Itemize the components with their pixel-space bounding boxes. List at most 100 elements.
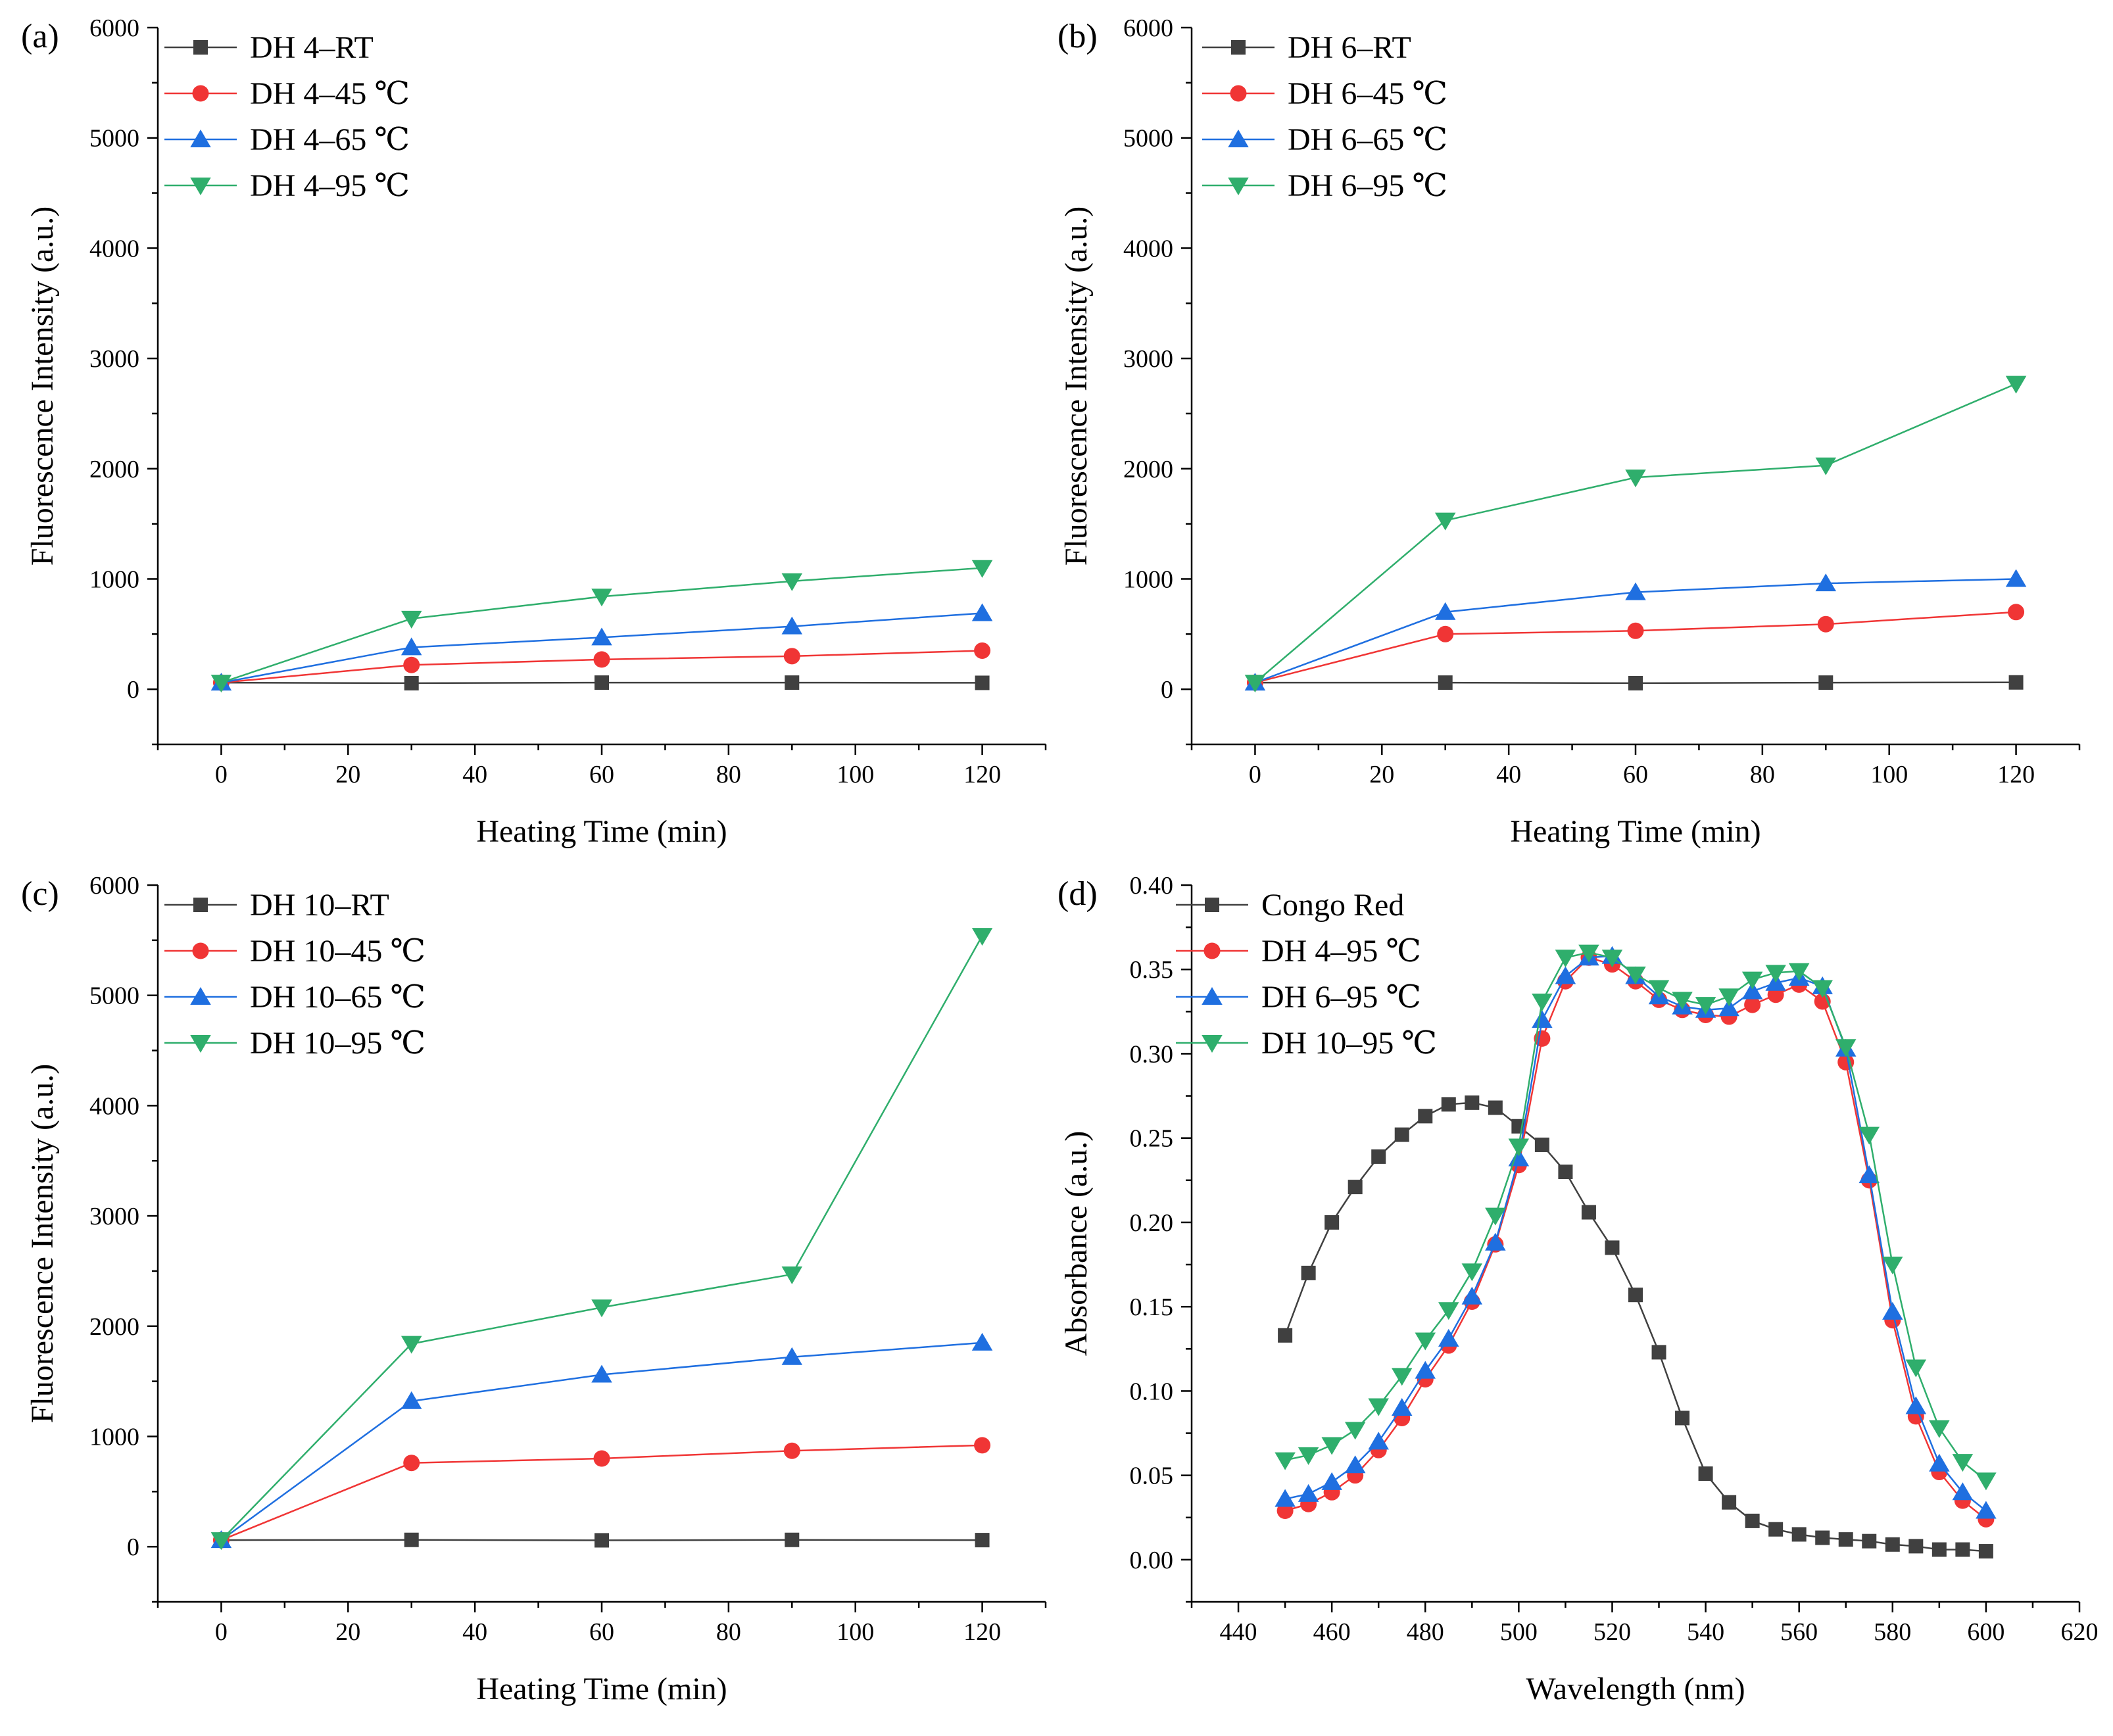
series-4 [210, 560, 993, 693]
y-tick-label: 3000 [1123, 345, 1173, 373]
data-point [1815, 573, 1837, 592]
data-point [1301, 1265, 1316, 1280]
legend-marker [1228, 130, 1249, 147]
data-point [1672, 992, 1693, 1010]
legend: DH 4–RT DH 4–45 ℃ DH 4–65 ℃ DH 4–95 ℃ [164, 30, 410, 203]
data-point [1952, 1482, 1974, 1501]
data-point [1628, 675, 1643, 690]
y-tick-label: 3000 [89, 1203, 139, 1230]
data-point [401, 637, 422, 656]
series-layer [1244, 375, 2027, 693]
data-point [1578, 944, 1599, 963]
y-tick-label: 0.00 [1130, 1547, 1174, 1574]
data-point [974, 642, 991, 659]
y-tick-label: 0 [127, 676, 139, 704]
data-point [591, 627, 612, 646]
data-point [1438, 675, 1453, 690]
data-point [1391, 1368, 1413, 1386]
legend-entry-3: DH 10–65 ℃ [250, 980, 425, 1015]
data-point [1741, 971, 1763, 990]
data-point [1371, 1149, 1386, 1164]
data-point [403, 656, 420, 673]
data-point [1488, 1100, 1503, 1115]
data-point [1955, 1542, 1970, 1557]
data-point [1651, 1345, 1666, 1360]
data-point [971, 928, 993, 946]
legend-marker [1228, 178, 1249, 195]
series-1 [1278, 1095, 1993, 1559]
x-tick-label: 100 [837, 761, 874, 788]
data-point [1278, 1328, 1293, 1343]
legend-entry-4: DH 6–95 ℃ [1288, 168, 1447, 203]
data-point [1344, 1455, 1366, 1474]
legend-entry-4: DH 4–95 ℃ [250, 168, 410, 203]
x-tick-label: 40 [1496, 761, 1521, 788]
data-point [1532, 993, 1553, 1011]
data-point [1858, 1165, 1880, 1184]
data-point [1718, 998, 1739, 1017]
data-point [1321, 1472, 1342, 1490]
data-point [1741, 981, 1763, 1000]
data-point [1695, 997, 1716, 1015]
data-point [1441, 1097, 1456, 1112]
y-axis-label: Fluorescence Intensity (a.u.) [25, 206, 60, 566]
data-point [1815, 457, 1837, 475]
y-tick-label: 0.05 [1130, 1462, 1174, 1490]
x-axis-label: Heating Time (min) [476, 1672, 727, 1706]
x-tick-label: 20 [335, 761, 360, 788]
data-point [1485, 1232, 1506, 1251]
panel-label: (b) [1057, 18, 1098, 55]
data-point [1929, 1420, 1950, 1438]
data-point [1791, 1527, 1807, 1542]
data-point [1348, 1180, 1363, 1195]
data-point [1929, 1453, 1950, 1472]
x-tick-label: 560 [1780, 1618, 1818, 1646]
data-point [1698, 1466, 1713, 1482]
data-point [1434, 512, 1456, 531]
data-point [1815, 1530, 1830, 1545]
x-tick-label: 80 [1750, 761, 1775, 788]
data-point [1858, 1126, 1880, 1145]
x-tick-label: 40 [462, 761, 487, 788]
data-point [403, 1455, 420, 1472]
x-tick-label: 460 [1313, 1618, 1351, 1646]
data-point [1394, 1127, 1409, 1142]
y-tick-label: 0 [127, 1533, 139, 1561]
legend-entry-4: DH 10–95 ℃ [1261, 1026, 1437, 1061]
data-point [591, 1299, 612, 1318]
y-tick-label: 6000 [89, 872, 139, 900]
data-point [781, 573, 803, 591]
panel-d: 440 460 480 500 520 540 560 580 600 620 0.00 0.05 0.… [1057, 872, 2099, 1706]
x-axis-label: Heating Time (min) [476, 814, 727, 849]
data-point [971, 603, 993, 621]
data-point [1905, 1359, 1927, 1378]
y-tick-label: 1000 [1123, 566, 1173, 593]
series-layer [1275, 944, 1997, 1559]
data-point [1465, 1095, 1480, 1110]
panel-a: 0 20 40 60 80 100 120 0 1000 2000 3000 4000 5000 6000… [21, 14, 1047, 849]
data-point [593, 1450, 610, 1467]
data-point [1908, 1539, 1924, 1554]
series-layer [210, 560, 993, 693]
data-point [1555, 966, 1576, 984]
data-point [1532, 1010, 1553, 1028]
x-tick-label: 20 [1369, 761, 1394, 788]
data-point [1648, 980, 1670, 998]
data-point [1415, 1361, 1436, 1379]
panel-label: (a) [21, 18, 59, 55]
data-point [1324, 1215, 1340, 1230]
x-tick-label: 540 [1687, 1618, 1724, 1646]
x-tick-label: 80 [716, 1618, 741, 1646]
data-point [2005, 569, 2027, 587]
y-tick-label: 5000 [89, 982, 139, 1010]
axes: 0 20 40 60 80 100 120 0 1000 2000 3000 4000 5000 6000 [89, 872, 1047, 1646]
x-tick-label: 0 [215, 761, 228, 788]
data-point [1625, 582, 1646, 600]
data-point [781, 616, 803, 635]
series-4 [1275, 944, 1997, 1491]
data-point [1745, 1513, 1760, 1528]
data-point [785, 1532, 800, 1547]
data-point [1434, 602, 1456, 620]
y-tick-label: 3000 [89, 345, 139, 373]
data-point [1244, 675, 1266, 693]
